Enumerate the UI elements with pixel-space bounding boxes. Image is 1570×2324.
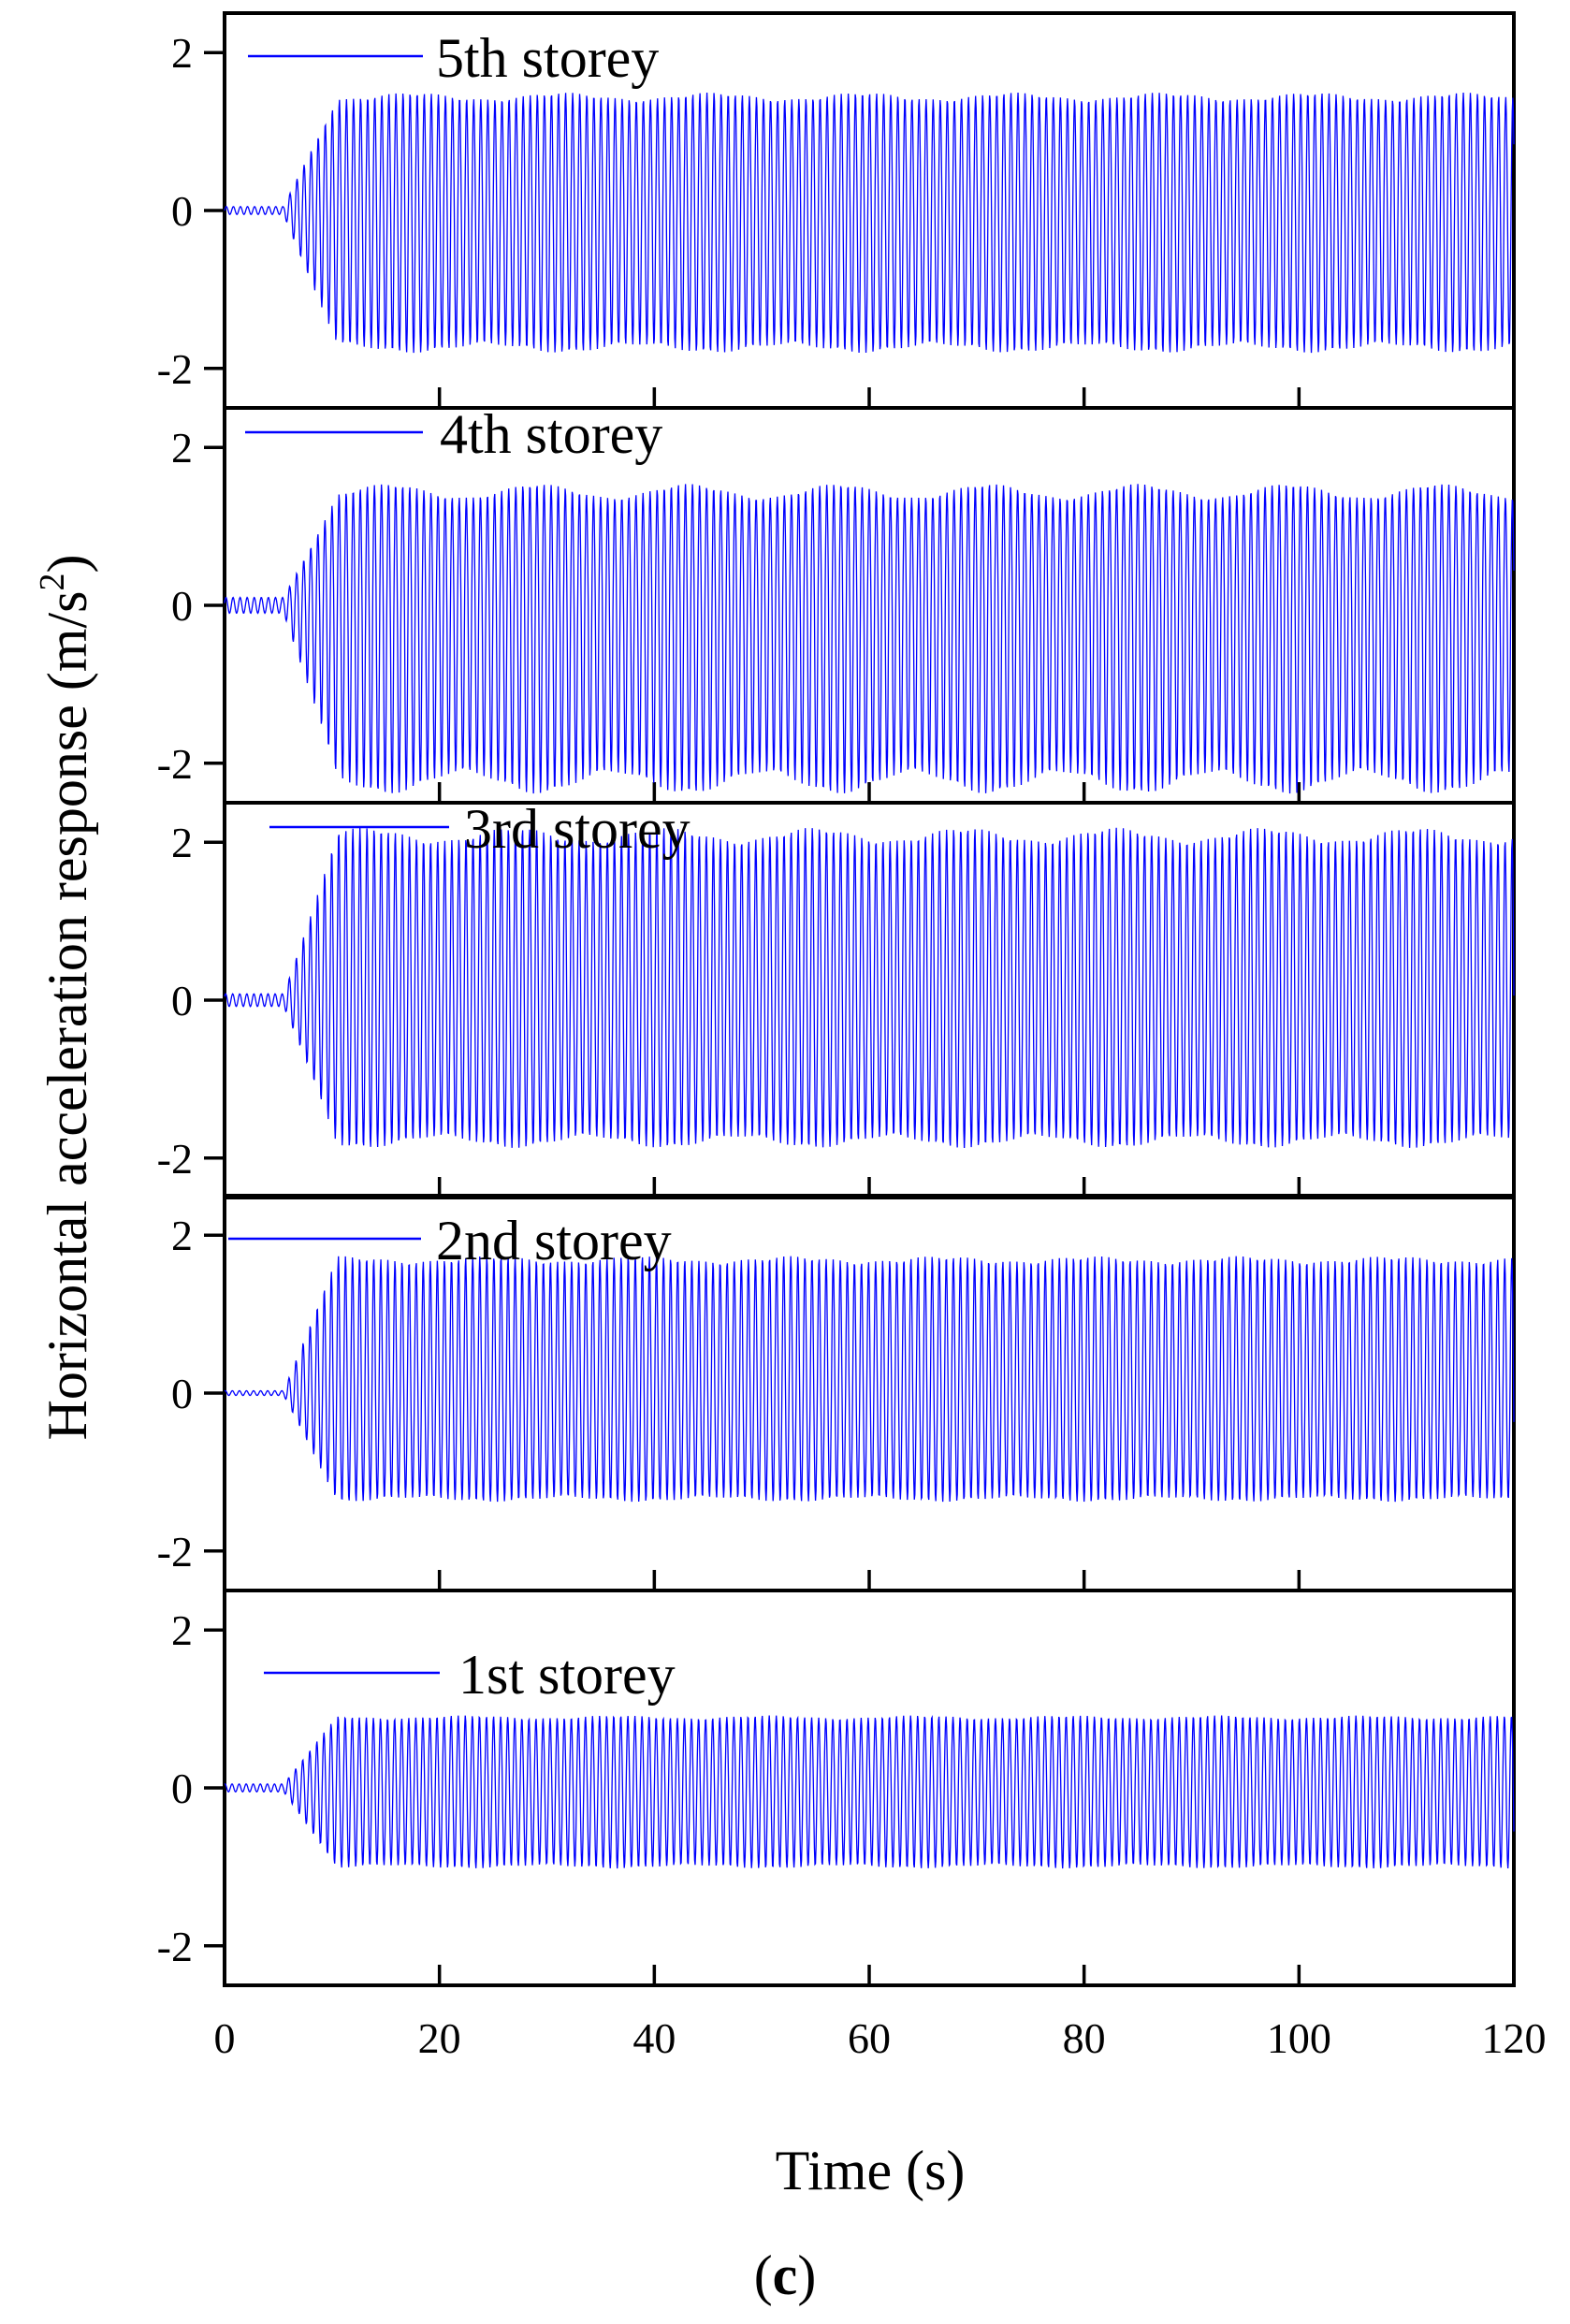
y-axis-title-main: Horizontal acceleration response (m/s xyxy=(36,591,98,1441)
y-tick-label: 2 xyxy=(171,1606,193,1654)
y-tick-label: 2 xyxy=(171,819,193,866)
panel-5: -2 0 2 1st storey xyxy=(157,1589,1516,1987)
panel-4: -2 0 2 2nd storey xyxy=(157,1194,1516,1592)
x-tick-label: 100 xyxy=(1267,2014,1331,2062)
y-tick-label: 0 xyxy=(171,187,193,235)
series-line xyxy=(224,1714,1515,1869)
y-axis-title: Horizontal acceleration response (m/s2) xyxy=(33,555,98,1441)
panel-3: -2 0 2 3rd storey xyxy=(157,798,1516,1199)
y-tick-label: 0 xyxy=(171,977,193,1024)
legend-label: 3rd storey xyxy=(464,798,691,860)
figure-label-letter: c xyxy=(773,2244,798,2306)
y-tick-label: -2 xyxy=(157,1923,193,1970)
y-tick-label: -2 xyxy=(157,740,193,788)
storey-panels: -2 0 2 5th storey -2 0 2 4th storey -2 0 2 3rd stor… xyxy=(157,11,1516,1987)
y-tick-label: -2 xyxy=(157,1528,193,1576)
x-tick-label: 0 xyxy=(214,2014,236,2062)
series-line xyxy=(224,827,1515,1149)
y-tick-label: 2 xyxy=(171,424,193,472)
panel-1: -2 0 2 5th storey xyxy=(157,11,1516,410)
x-tick-label: 120 xyxy=(1482,2014,1547,2062)
y-tick-label: -2 xyxy=(157,345,193,393)
figure-label-close: ) xyxy=(797,2244,816,2306)
x-tick-labels: 0 20 40 60 80 100 120 xyxy=(214,2014,1547,2062)
legend-label: 2nd storey xyxy=(436,1210,672,1271)
series-line xyxy=(224,1256,1515,1503)
legend-label: 5th storey xyxy=(436,27,659,89)
figure-label-open: ( xyxy=(754,2244,773,2306)
x-tick-label: 40 xyxy=(632,2014,676,2062)
panel-2: -2 0 2 4th storey xyxy=(157,403,1516,805)
y-tick-label: 2 xyxy=(171,1212,193,1259)
y-axis-title-superscript: 2 xyxy=(33,574,72,591)
x-tick-label: 60 xyxy=(848,2014,891,2062)
y-tick-label: 2 xyxy=(171,29,193,77)
figure-label: (c) xyxy=(754,2244,817,2306)
x-tick-label: 80 xyxy=(1063,2014,1106,2062)
legend-label: 1st storey xyxy=(458,1644,676,1706)
y-tick-label: 0 xyxy=(171,582,193,630)
y-axis-title-close: ) xyxy=(36,555,98,574)
x-tick-label: 20 xyxy=(418,2014,461,2062)
y-tick-label: 0 xyxy=(171,1370,193,1417)
y-tick-label: 0 xyxy=(171,1765,193,1812)
legend-label: 4th storey xyxy=(440,403,662,465)
series-line xyxy=(224,93,1515,354)
y-tick-label: -2 xyxy=(157,1135,193,1183)
x-axis-title: Time (s) xyxy=(776,2140,966,2201)
series-line xyxy=(224,484,1515,794)
